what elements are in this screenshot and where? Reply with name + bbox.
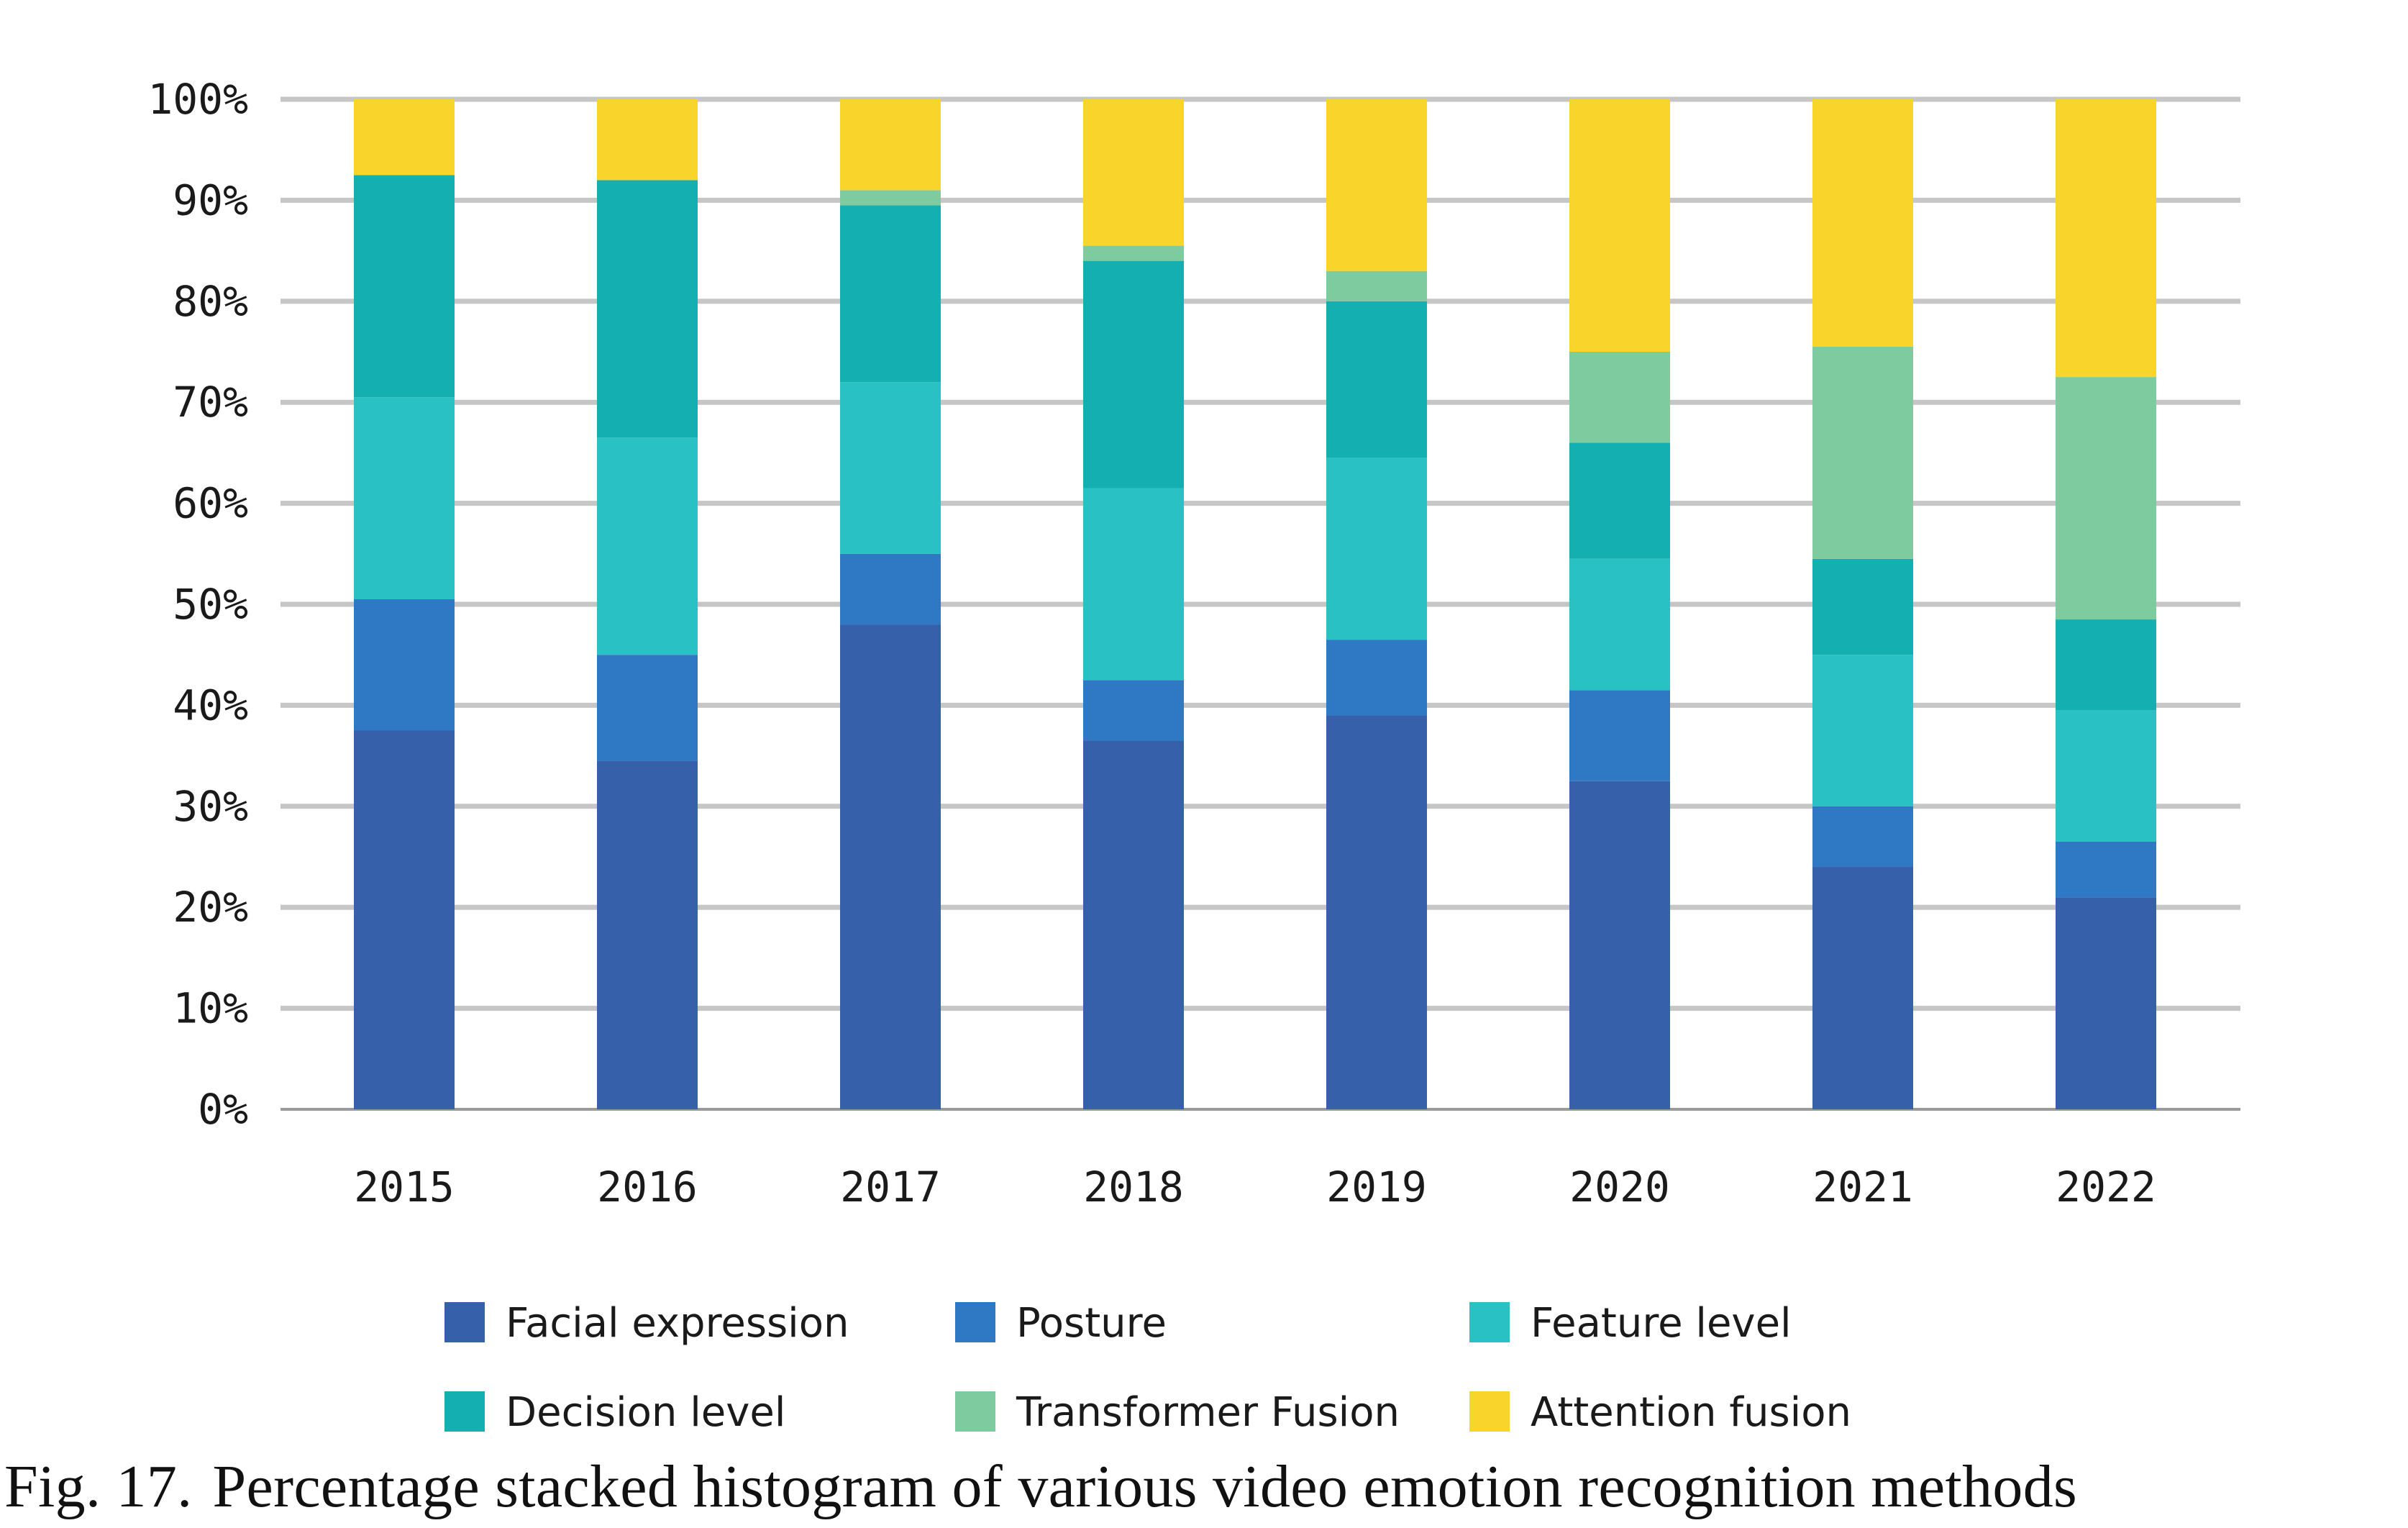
- bar-segment-facial-expression: [354, 730, 455, 1109]
- y-tick-label: 90%: [173, 176, 248, 224]
- legend-label: Feature level: [1531, 1300, 1792, 1347]
- caption-text: Percentage stacked histogram of various …: [212, 1453, 2078, 1520]
- x-tick-label: 2022: [2056, 1163, 2156, 1211]
- bar-segment-decision-level: [840, 205, 941, 383]
- legend-label: Facial expression: [506, 1300, 849, 1347]
- bar-segment-feature-level: [1812, 655, 1913, 806]
- bar-segment-facial-expression: [1812, 867, 1913, 1109]
- x-tick-label: 2019: [1326, 1163, 1427, 1211]
- legend-swatch: [955, 1391, 995, 1432]
- bar-segment-posture: [2056, 841, 2156, 898]
- x-tick-label: 2020: [1569, 1163, 1670, 1211]
- bar-segment-facial-expression: [840, 624, 941, 1109]
- bar-segment-feature-level: [840, 382, 941, 554]
- figure-caption: Fig. 17. Percentage stacked histogram of …: [4, 1452, 2399, 1522]
- y-tick-label: 10%: [173, 984, 248, 1033]
- x-tick-label: 2016: [597, 1163, 698, 1211]
- bar-segment-posture: [1326, 640, 1427, 716]
- x-axis-tick-labels: 2015 2016 2017 2018 2019 2020 2021 2022: [354, 1163, 2156, 1211]
- y-tick-label: 60%: [173, 479, 248, 528]
- bar-segment-feature-level: [597, 437, 698, 655]
- bar-segment-attention-fusion: [1326, 99, 1427, 271]
- legend-swatch: [444, 1302, 485, 1342]
- bar-segment-transformer-fusion: [1326, 270, 1427, 301]
- bar-segment-decision-level: [2056, 619, 2156, 711]
- bar-segment-transformer-fusion: [840, 190, 941, 206]
- legend: Facial expression Posture Feature level Dec…: [444, 1300, 1851, 1436]
- bar-segment-posture: [1812, 806, 1913, 868]
- bar-segment-posture: [597, 655, 698, 761]
- bar-segment-posture: [1083, 680, 1184, 741]
- bar-segment-attention-fusion: [1083, 99, 1184, 246]
- legend-label: Decision level: [506, 1389, 785, 1436]
- bar-segment-attention-fusion: [354, 99, 455, 176]
- legend-swatch: [1469, 1391, 1510, 1432]
- bar-segment-posture: [1569, 690, 1670, 781]
- y-tick-label: 30%: [173, 782, 248, 831]
- bar-segment-decision-level: [1812, 558, 1913, 655]
- bar-segment-facial-expression: [2056, 897, 2156, 1109]
- y-tick-label: 100%: [147, 75, 248, 124]
- bar-segment-decision-level: [1083, 260, 1184, 488]
- legend-swatch: [444, 1391, 485, 1432]
- bar-segment-posture: [354, 599, 455, 731]
- y-tick-label: 80%: [173, 277, 248, 326]
- bar-segment-decision-level: [1326, 301, 1427, 458]
- caption-figure-number: Fig. 17.: [4, 1453, 193, 1520]
- bar-segment-posture: [840, 553, 941, 625]
- bar-segment-feature-level: [354, 397, 455, 599]
- bar-segment-transformer-fusion: [2056, 377, 2156, 620]
- y-tick-label: 0%: [198, 1085, 248, 1134]
- legend-swatch: [955, 1302, 995, 1342]
- bar-segment-facial-expression: [597, 760, 698, 1109]
- legend-label: Posture: [1016, 1300, 1167, 1347]
- bar-segment-attention-fusion: [1812, 99, 1913, 347]
- bar-segment-transformer-fusion: [1812, 346, 1913, 559]
- x-tick-label: 2017: [840, 1163, 941, 1211]
- bar-segment-facial-expression: [1326, 715, 1427, 1109]
- bar-segment-attention-fusion: [840, 99, 941, 191]
- bar-segment-feature-level: [1083, 488, 1184, 681]
- bar-segment-decision-level: [354, 175, 455, 398]
- bar-segment-facial-expression: [1083, 740, 1184, 1109]
- bars: [354, 99, 2156, 1109]
- bar-segment-transformer-fusion: [1569, 352, 1670, 443]
- bar-segment-feature-level: [2056, 710, 2156, 842]
- bar-segment-attention-fusion: [2056, 99, 2156, 378]
- y-tick-label: 40%: [173, 681, 248, 729]
- gridlines: [281, 96, 2240, 1111]
- y-tick-label: 50%: [173, 580, 248, 629]
- legend-label: Transformer Fusion: [1016, 1389, 1400, 1436]
- bar-segment-decision-level: [1569, 442, 1670, 559]
- y-axis-tick-labels: 0% 10% 20% 30% 40% 50% 60% 70% 80% 90% 100%: [147, 75, 248, 1134]
- x-tick-label: 2015: [354, 1163, 455, 1211]
- bar-segment-feature-level: [1569, 558, 1670, 691]
- bar-segment-transformer-fusion: [1083, 245, 1184, 261]
- bar-segment-attention-fusion: [1569, 99, 1670, 352]
- x-tick-label: 2021: [1812, 1163, 1913, 1211]
- bar-segment-feature-level: [1326, 458, 1427, 640]
- y-tick-label: 70%: [173, 378, 248, 427]
- bar-segment-facial-expression: [1569, 781, 1670, 1109]
- x-tick-label: 2018: [1083, 1163, 1184, 1211]
- legend-label: Attention fusion: [1531, 1389, 1851, 1436]
- legend-swatch: [1469, 1302, 1510, 1342]
- bar-segment-decision-level: [597, 180, 698, 438]
- y-tick-label: 20%: [173, 883, 248, 932]
- bar-segment-attention-fusion: [597, 99, 698, 181]
